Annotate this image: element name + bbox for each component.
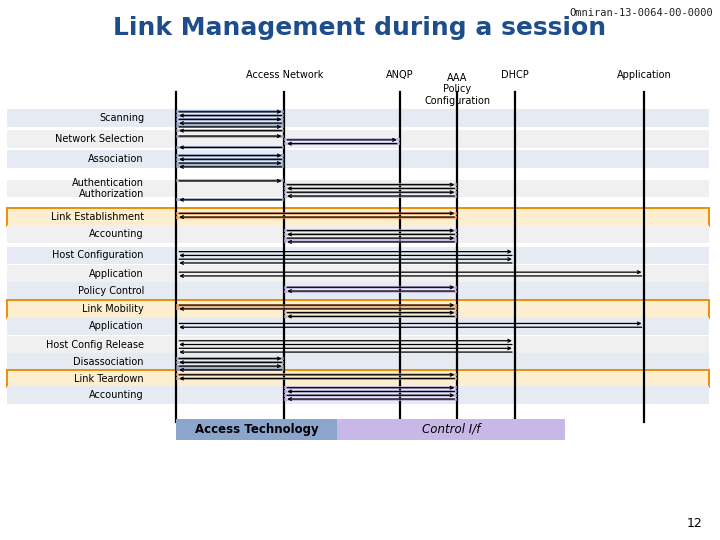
Text: Access Network: Access Network (246, 70, 323, 80)
Bar (176, 154, 284, 157)
Bar (176, 118, 284, 121)
Bar (176, 122, 284, 125)
Text: Link Establishment: Link Establishment (51, 212, 144, 222)
Bar (176, 165, 284, 168)
Bar (7, 109, 709, 126)
Text: Omniran-13-0064-00-0000: Omniran-13-0064-00-0000 (569, 8, 713, 18)
Text: Access Technology: Access Technology (195, 423, 318, 436)
Bar (7, 130, 709, 147)
Bar (284, 311, 457, 314)
Bar (284, 187, 457, 190)
Text: Link Mobility: Link Mobility (82, 304, 144, 314)
Bar (284, 315, 457, 318)
Text: Accounting: Accounting (89, 390, 144, 400)
Bar (176, 377, 457, 380)
Text: Host Config Release: Host Config Release (46, 340, 144, 349)
Bar (176, 158, 284, 161)
Bar (284, 386, 457, 389)
Bar (284, 138, 400, 141)
Text: Network Selection: Network Selection (55, 134, 144, 144)
Text: Association: Association (89, 154, 144, 164)
Text: Link Management during a session: Link Management during a session (114, 16, 606, 40)
Bar (284, 191, 457, 194)
Bar (176, 303, 457, 307)
Bar (337, 419, 565, 440)
Text: Authentication
Authorization: Authentication Authorization (72, 178, 144, 199)
Bar (7, 282, 709, 300)
Bar (284, 397, 457, 401)
Bar (284, 229, 457, 232)
Text: Link Teardown: Link Teardown (74, 374, 144, 383)
Bar (7, 208, 709, 226)
Text: AAA
Policy
Configuration: AAA Policy Configuration (424, 73, 490, 106)
Bar (176, 161, 284, 165)
Bar (176, 361, 284, 364)
Text: 12: 12 (686, 517, 702, 530)
Bar (7, 226, 709, 243)
Bar (7, 353, 709, 370)
Bar (7, 266, 709, 283)
Bar (176, 357, 284, 360)
Bar (284, 240, 457, 244)
Bar (7, 369, 709, 388)
Bar (176, 419, 337, 440)
Text: Application: Application (89, 269, 144, 279)
Bar (176, 368, 284, 372)
Bar (176, 307, 457, 310)
Bar (176, 373, 457, 376)
Bar (7, 387, 709, 404)
Bar (176, 212, 457, 215)
Bar (284, 286, 457, 289)
Bar (176, 134, 284, 138)
Bar (284, 390, 457, 393)
Text: Control I/f: Control I/f (422, 423, 480, 436)
Bar (176, 129, 284, 132)
Bar (176, 114, 284, 117)
Bar (176, 198, 284, 201)
Text: Application: Application (617, 70, 672, 80)
Bar (176, 215, 457, 219)
Text: Scanning: Scanning (99, 113, 144, 123)
Bar (284, 394, 457, 397)
Bar (176, 179, 284, 183)
Bar (7, 300, 709, 318)
Bar (176, 125, 284, 129)
Bar (176, 110, 284, 113)
Text: Disassociation: Disassociation (73, 357, 144, 367)
Bar (284, 289, 457, 293)
Bar (7, 150, 709, 168)
Text: Host Configuration: Host Configuration (53, 251, 144, 260)
Bar (284, 194, 457, 198)
Bar (284, 142, 400, 145)
Text: Accounting: Accounting (89, 230, 144, 239)
Text: Application: Application (89, 321, 144, 330)
Bar (284, 237, 457, 240)
Bar (7, 316, 709, 334)
Bar (7, 179, 709, 197)
Bar (176, 146, 284, 149)
Bar (7, 246, 709, 264)
Text: Policy Control: Policy Control (78, 286, 144, 296)
Text: DHCP: DHCP (501, 70, 528, 80)
Bar (7, 335, 709, 354)
Bar (284, 183, 457, 186)
Bar (284, 233, 457, 236)
Text: ANQP: ANQP (386, 70, 413, 80)
Bar (176, 364, 284, 368)
